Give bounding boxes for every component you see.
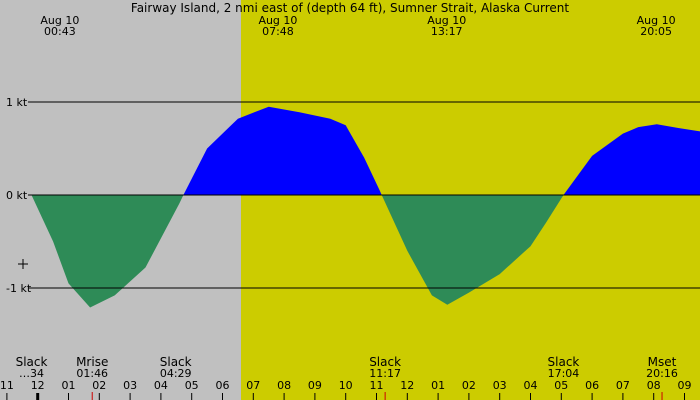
- event-time: 17:04: [548, 367, 580, 380]
- hour-label: 08: [277, 379, 291, 392]
- hour-label: 01: [62, 379, 76, 392]
- y-tick-label: 1 kt: [6, 96, 28, 109]
- ebb-area: [381, 195, 564, 305]
- hour-label: 05: [554, 379, 568, 392]
- hour-label: 10: [339, 379, 353, 392]
- hour-label: 02: [462, 379, 476, 392]
- hour-label: 12: [400, 379, 414, 392]
- extreme-date: Aug 10: [258, 14, 297, 27]
- event-name: Mrise: [76, 355, 108, 369]
- hour-label: 12: [31, 379, 45, 392]
- event-name: Mset: [648, 355, 677, 369]
- y-tick-labels: 1 kt 0 kt -1 kt: [6, 96, 32, 295]
- extreme-date: Aug 10: [427, 14, 466, 27]
- event-labels: Slack…34Mrise01:46Slack04:29Slack11:17Sl…: [16, 355, 678, 400]
- extreme-time: 20:05: [640, 25, 672, 38]
- event-time: 04:29: [160, 367, 192, 380]
- event-time: 11:17: [369, 367, 401, 380]
- event-time: 20:16: [646, 367, 678, 380]
- extreme-time: 13:17: [431, 25, 463, 38]
- extreme-time: 00:43: [44, 25, 76, 38]
- flood-area: [183, 106, 382, 195]
- hour-label: 06: [216, 379, 230, 392]
- flood-area: [563, 124, 700, 195]
- current-areas: [31, 106, 700, 308]
- event-name: Slack: [548, 355, 580, 369]
- event-name: Slack: [369, 355, 401, 369]
- hour-axis: 11 12 01 02 03 04 05 06 07 08 09 10 11 12 01 02 03 04 05 06…: [0, 379, 692, 400]
- hour-label: 02: [92, 379, 106, 392]
- hour-label: 03: [123, 379, 137, 392]
- chart-title: Fairway Island, 2 nmi east of (depth 64 …: [131, 1, 570, 15]
- event-name: Slack: [160, 355, 192, 369]
- hour-label: 06: [585, 379, 599, 392]
- hour-label: 09: [678, 379, 692, 392]
- hour-label: 07: [616, 379, 630, 392]
- y-tick-label: -1 kt: [6, 282, 32, 295]
- event-time: …34: [19, 367, 44, 380]
- hour-label: 05: [185, 379, 199, 392]
- hour-label: 08: [647, 379, 661, 392]
- ebb-area: [31, 195, 184, 308]
- hour-label: 09: [308, 379, 322, 392]
- event-time: 01:46: [76, 367, 108, 380]
- hour-label: 11: [0, 379, 14, 392]
- extreme-date: Aug 10: [40, 14, 79, 27]
- hour-label: 07: [246, 379, 260, 392]
- event-name: Slack: [16, 355, 48, 369]
- hour-label: 11: [370, 379, 384, 392]
- y-tick-label: 0 kt: [6, 189, 28, 202]
- hour-label: 04: [524, 379, 538, 392]
- hour-label: 01: [431, 379, 445, 392]
- gridlines: [18, 101, 700, 289]
- extreme-date: Aug 10: [637, 14, 676, 27]
- hour-label: 04: [154, 379, 168, 392]
- hour-label: 03: [493, 379, 507, 392]
- extreme-time: 07:48: [262, 25, 294, 38]
